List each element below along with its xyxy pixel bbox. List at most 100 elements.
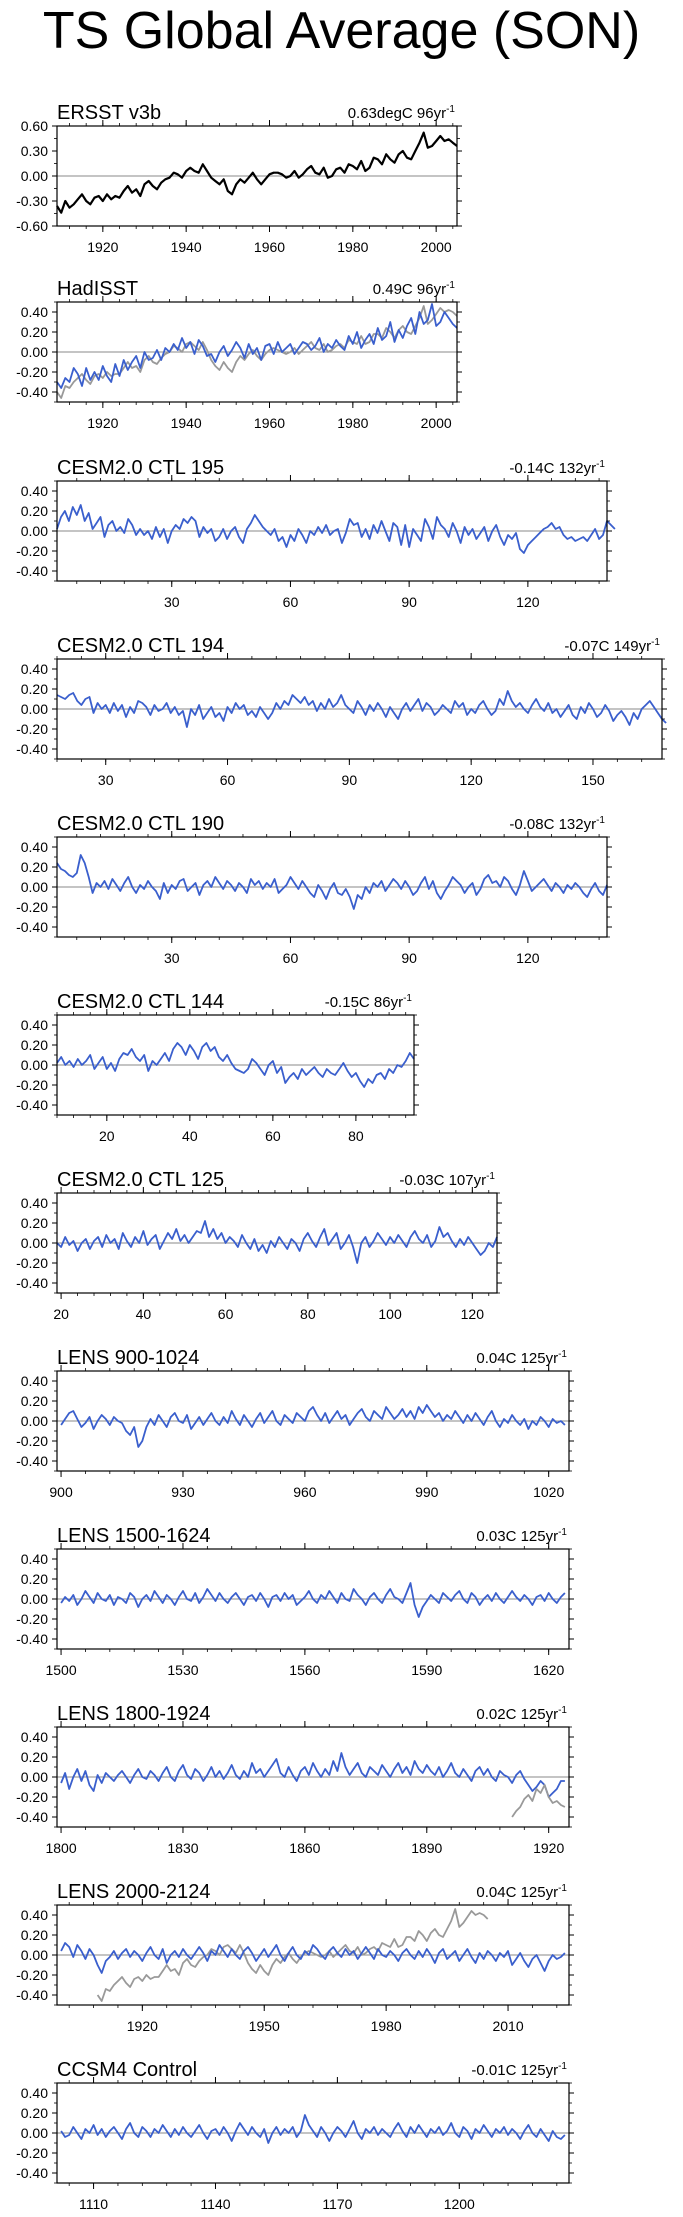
y-tick-label: -0.20 <box>16 1433 48 1449</box>
x-tick-label: 120 <box>516 594 540 610</box>
x-tick-label: 30 <box>164 594 180 610</box>
chart-panel-7: CESM2.0 CTL 125 -0.03C 107yr-1 0.40 0.20 0.0… <box>16 1169 502 1322</box>
y-tick-label: -0.40 <box>16 919 48 935</box>
y-tick-label: -0.20 <box>16 543 48 559</box>
series-line <box>60 1942 566 1974</box>
y-tick-label: -0.40 <box>16 2165 48 2181</box>
series-line <box>60 1404 566 1448</box>
panel-title: ERSST v3b <box>57 102 161 124</box>
y-tick-label: -0.40 <box>16 563 48 579</box>
chart-panel-12: CCSM4 Control -0.01C 125yr-1 0.40 0.20 0.00 -… <box>16 2059 574 2212</box>
chart-panel-11: LENS 2000-2124 0.04C 125yr-1 0.40 0.20 0.00 -… <box>16 1881 574 2034</box>
panel-title: LENS 1800-1924 <box>57 1703 210 1725</box>
series-line <box>60 1582 566 1618</box>
x-tick-label: 990 <box>415 1484 439 1500</box>
y-tick-label: 0.00 <box>21 168 48 184</box>
chart-panel-5: CESM2.0 CTL 190 -0.08C 132yr-1 0.40 0.20 0.0… <box>16 813 612 966</box>
chart-panel-3: CESM2.0 CTL 195 -0.14C 132yr-1 0.40 0.20 0.0… <box>16 457 616 610</box>
x-tick-label: 1200 <box>444 2196 475 2212</box>
x-tick-label: 60 <box>218 1306 234 1322</box>
trend-label: -0.15C 86yr-1 <box>325 993 413 1011</box>
x-tick-label: 1890 <box>411 1840 442 1856</box>
y-tick-label: -0.40 <box>16 1809 48 1825</box>
y-tick-label: 0.20 <box>21 1749 48 1765</box>
series-line <box>60 1752 565 1798</box>
y-tick-label: 0.20 <box>21 681 48 697</box>
y-tick-label: -0.40 <box>16 1097 48 1113</box>
y-tick-label: -0.20 <box>16 1255 48 1271</box>
y-tick-label: 0.40 <box>21 304 48 320</box>
x-tick-label: 20 <box>99 1128 115 1144</box>
x-tick-label: 1590 <box>411 1662 442 1678</box>
trend-label: 0.04C 125yr-1 <box>476 1349 567 1367</box>
x-tick-label: 1920 <box>127 2018 158 2034</box>
x-tick-label: 100 <box>378 1306 402 1322</box>
y-tick-label: 0.00 <box>21 1413 48 1429</box>
x-tick-label: 1980 <box>371 2018 402 2034</box>
y-tick-label: 0.30 <box>21 143 48 159</box>
x-tick-label: 1860 <box>289 1840 320 1856</box>
series-line <box>56 1220 498 1264</box>
chart-panel-6: CESM2.0 CTL 144 -0.15C 86yr-1 0.40 0.20 0.00… <box>16 991 419 1144</box>
x-tick-label: 60 <box>265 1128 281 1144</box>
y-tick-label: 0.40 <box>21 1017 48 1033</box>
series-line <box>60 2114 566 2144</box>
x-tick-label: 60 <box>283 950 299 966</box>
x-tick-label: 30 <box>164 950 180 966</box>
chart-panel-10: LENS 1800-1924 0.02C 125yr-1 0.40 0.20 0.00 -… <box>16 1703 574 1856</box>
trend-label: -0.01C 125yr-1 <box>471 2061 567 2079</box>
y-tick-label: 0.00 <box>21 1769 48 1785</box>
trend-label: 0.03C 125yr-1 <box>476 1527 567 1545</box>
x-tick-label: 1980 <box>337 415 368 431</box>
series-line <box>56 690 667 728</box>
trend-label: 0.02C 125yr-1 <box>476 1705 567 1723</box>
x-tick-label: 1920 <box>87 239 118 255</box>
y-tick-label: -0.40 <box>16 384 48 400</box>
y-tick-label: 0.20 <box>21 503 48 519</box>
x-tick-label: 60 <box>220 772 236 788</box>
x-tick-label: 1140 <box>200 2196 230 2212</box>
x-tick-label: 2000 <box>421 239 452 255</box>
y-tick-label: 0.00 <box>21 1057 48 1073</box>
y-tick-label: -0.20 <box>16 721 48 737</box>
panel-title: LENS 1500-1624 <box>57 1525 210 1547</box>
x-tick-label: 120 <box>516 950 540 966</box>
y-tick-label: 0.00 <box>21 523 48 539</box>
page-title: TS Global Average (SON) <box>42 2 641 60</box>
y-tick-label: 0.40 <box>21 483 48 499</box>
y-tick-label: -0.40 <box>16 1631 48 1647</box>
y-tick-label: 0.00 <box>21 701 48 717</box>
panel-title: CESM2.0 CTL 195 <box>57 457 224 479</box>
x-tick-label: 90 <box>401 950 417 966</box>
x-tick-label: 20 <box>53 1306 69 1322</box>
x-tick-label: 1170 <box>322 2196 352 2212</box>
trend-label: 0.49C 96yr-1 <box>373 280 456 298</box>
y-tick-label: 0.20 <box>21 1215 48 1231</box>
y-tick-label: 0.00 <box>21 344 48 360</box>
y-tick-label: 0.20 <box>21 1037 48 1053</box>
x-tick-label: 2000 <box>421 415 452 431</box>
series-line <box>56 1042 415 1088</box>
x-tick-label: 1560 <box>289 1662 320 1678</box>
y-tick-label: -0.40 <box>16 1987 48 2003</box>
y-tick-label: 0.20 <box>21 1571 48 1587</box>
x-tick-label: 930 <box>171 1484 195 1500</box>
x-tick-label: 960 <box>293 1484 317 1500</box>
x-tick-label: 1960 <box>254 239 285 255</box>
y-tick-label: -0.30 <box>16 193 48 209</box>
chart-panel-4: CESM2.0 CTL 194 -0.07C 149yr-1 0.40 0.20 0.0… <box>16 635 667 788</box>
trend-label: -0.03C 107yr-1 <box>399 1171 495 1189</box>
x-tick-label: 1020 <box>533 1484 564 1500</box>
x-tick-label: 40 <box>136 1306 152 1322</box>
y-tick-label: 0.40 <box>21 1907 48 1923</box>
x-tick-label: 60 <box>283 594 299 610</box>
x-tick-label: 150 <box>581 772 605 788</box>
y-tick-label: 0.00 <box>21 2125 48 2141</box>
x-tick-label: 1940 <box>171 239 202 255</box>
y-tick-label: -0.20 <box>16 899 48 915</box>
chart-panel-9: LENS 1500-1624 0.03C 125yr-1 0.40 0.20 0.00 -… <box>16 1525 574 1678</box>
y-tick-label: 0.40 <box>21 2085 48 2101</box>
trend-label: -0.07C 149yr-1 <box>564 637 660 655</box>
y-tick-label: 0.20 <box>21 324 48 340</box>
y-tick-label: 0.40 <box>21 839 48 855</box>
